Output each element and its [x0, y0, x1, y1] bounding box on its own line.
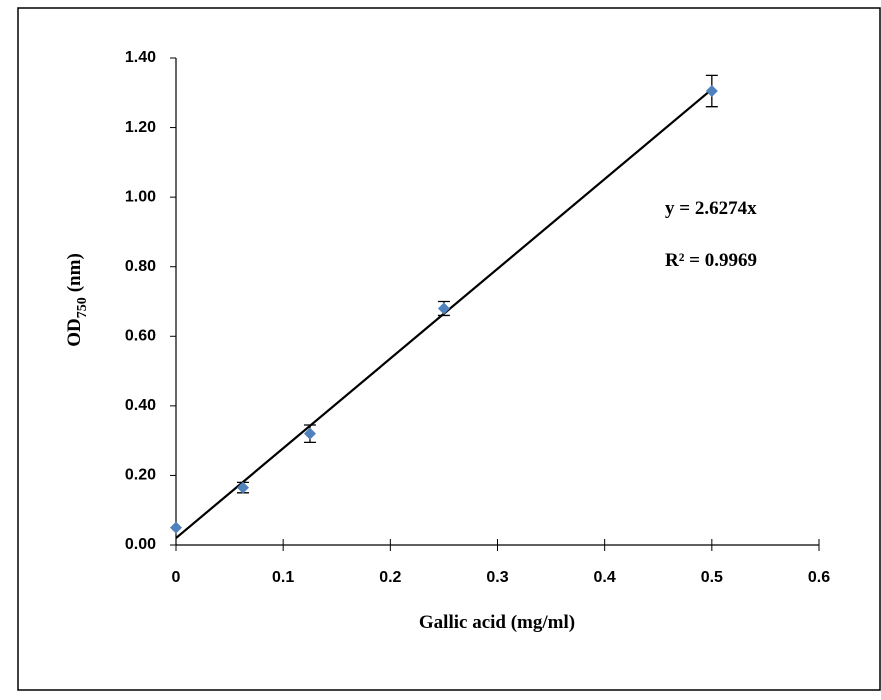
point [705, 85, 718, 98]
y-tick-label: 0.80 [125, 258, 156, 275]
y-title-main: OD [64, 318, 85, 347]
y-tick-label: 0.00 [125, 536, 156, 553]
x-tick-label: 0.3 [486, 569, 508, 586]
x-axis-title: Gallic acid (mg/ml) [419, 612, 575, 633]
y-title-subscript: 750 [75, 297, 90, 318]
x-tick-label: 0.1 [272, 569, 294, 586]
point [437, 302, 450, 315]
y-tick-label: 1.20 [125, 119, 156, 136]
y-tick-label: 1.00 [125, 188, 156, 205]
r-squared: R² = 0.9969 [665, 250, 757, 271]
y-tick-label: 0.20 [125, 467, 156, 484]
y-tick-label: 0.40 [125, 397, 156, 414]
y-tick-label: 1.40 [125, 49, 156, 66]
chart-border [17, 7, 881, 691]
y-tick-label: 0.60 [125, 328, 156, 345]
point [236, 481, 249, 494]
equation: y = 2.6274x [665, 198, 757, 219]
x-tick-label: 0.5 [701, 569, 723, 586]
x-tick-label: 0.2 [379, 569, 401, 586]
y-axis-title: OD750 (nm) [64, 253, 90, 347]
x-tick-label: 0 [172, 569, 181, 586]
point [170, 521, 182, 534]
point [303, 427, 316, 440]
x-tick-label: 0.4 [594, 569, 616, 586]
x-tick-label: 0.6 [808, 569, 830, 586]
y-title-unit: (nm) [64, 253, 85, 292]
